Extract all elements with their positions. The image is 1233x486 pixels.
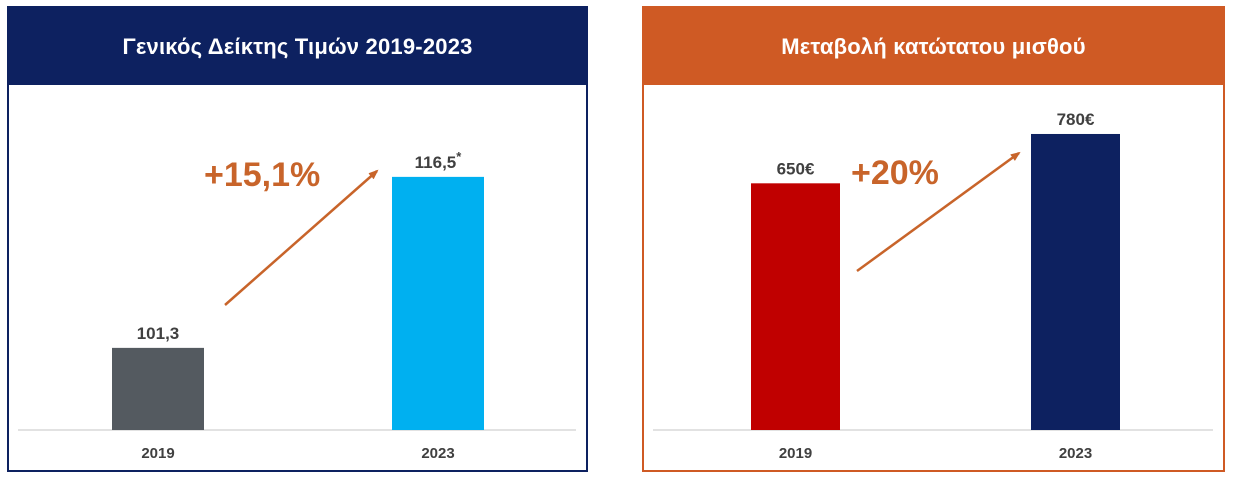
x-tick-label-2019: 2019 (779, 445, 812, 462)
data-label-2023: 116,5* (415, 149, 463, 172)
x-tick-label-2023: 2023 (421, 445, 454, 462)
cpi-bar-chart: 101,3 2019 116,5* 2023 +15,1% (18, 149, 576, 462)
bar-2023 (392, 176, 484, 430)
change-arrow (856, 151, 1021, 273)
bar-2023 (1031, 133, 1120, 431)
change-percentage-label: +15,1% (204, 156, 320, 194)
wage-chart-panel: Μεταβολή κατώτατου μισθού 650€ 2019 780€ 20… (642, 6, 1225, 472)
data-label-2019: 101,3 (137, 324, 180, 343)
bar-2019 (751, 183, 840, 430)
change-arrow (224, 169, 379, 306)
data-label-2019: 650€ (777, 159, 815, 178)
cpi-chart-panel: Γενικός Δείκτης Τιμών 2019-2023 101,3 201… (7, 6, 588, 472)
chart-title: Μεταβολή κατώτατου μισθού (644, 8, 1223, 85)
x-tick-label-2023: 2023 (1059, 445, 1092, 462)
wage-bar-chart: 650€ 2019 780€ 2023 +20% (653, 110, 1213, 462)
bar-2019 (112, 347, 204, 430)
x-tick-label-2019: 2019 (141, 445, 174, 462)
change-percentage-label: +20% (851, 154, 939, 192)
chart-title: Γενικός Δείκτης Τιμών 2019-2023 (9, 8, 586, 85)
data-label-2023: 780€ (1057, 110, 1095, 129)
